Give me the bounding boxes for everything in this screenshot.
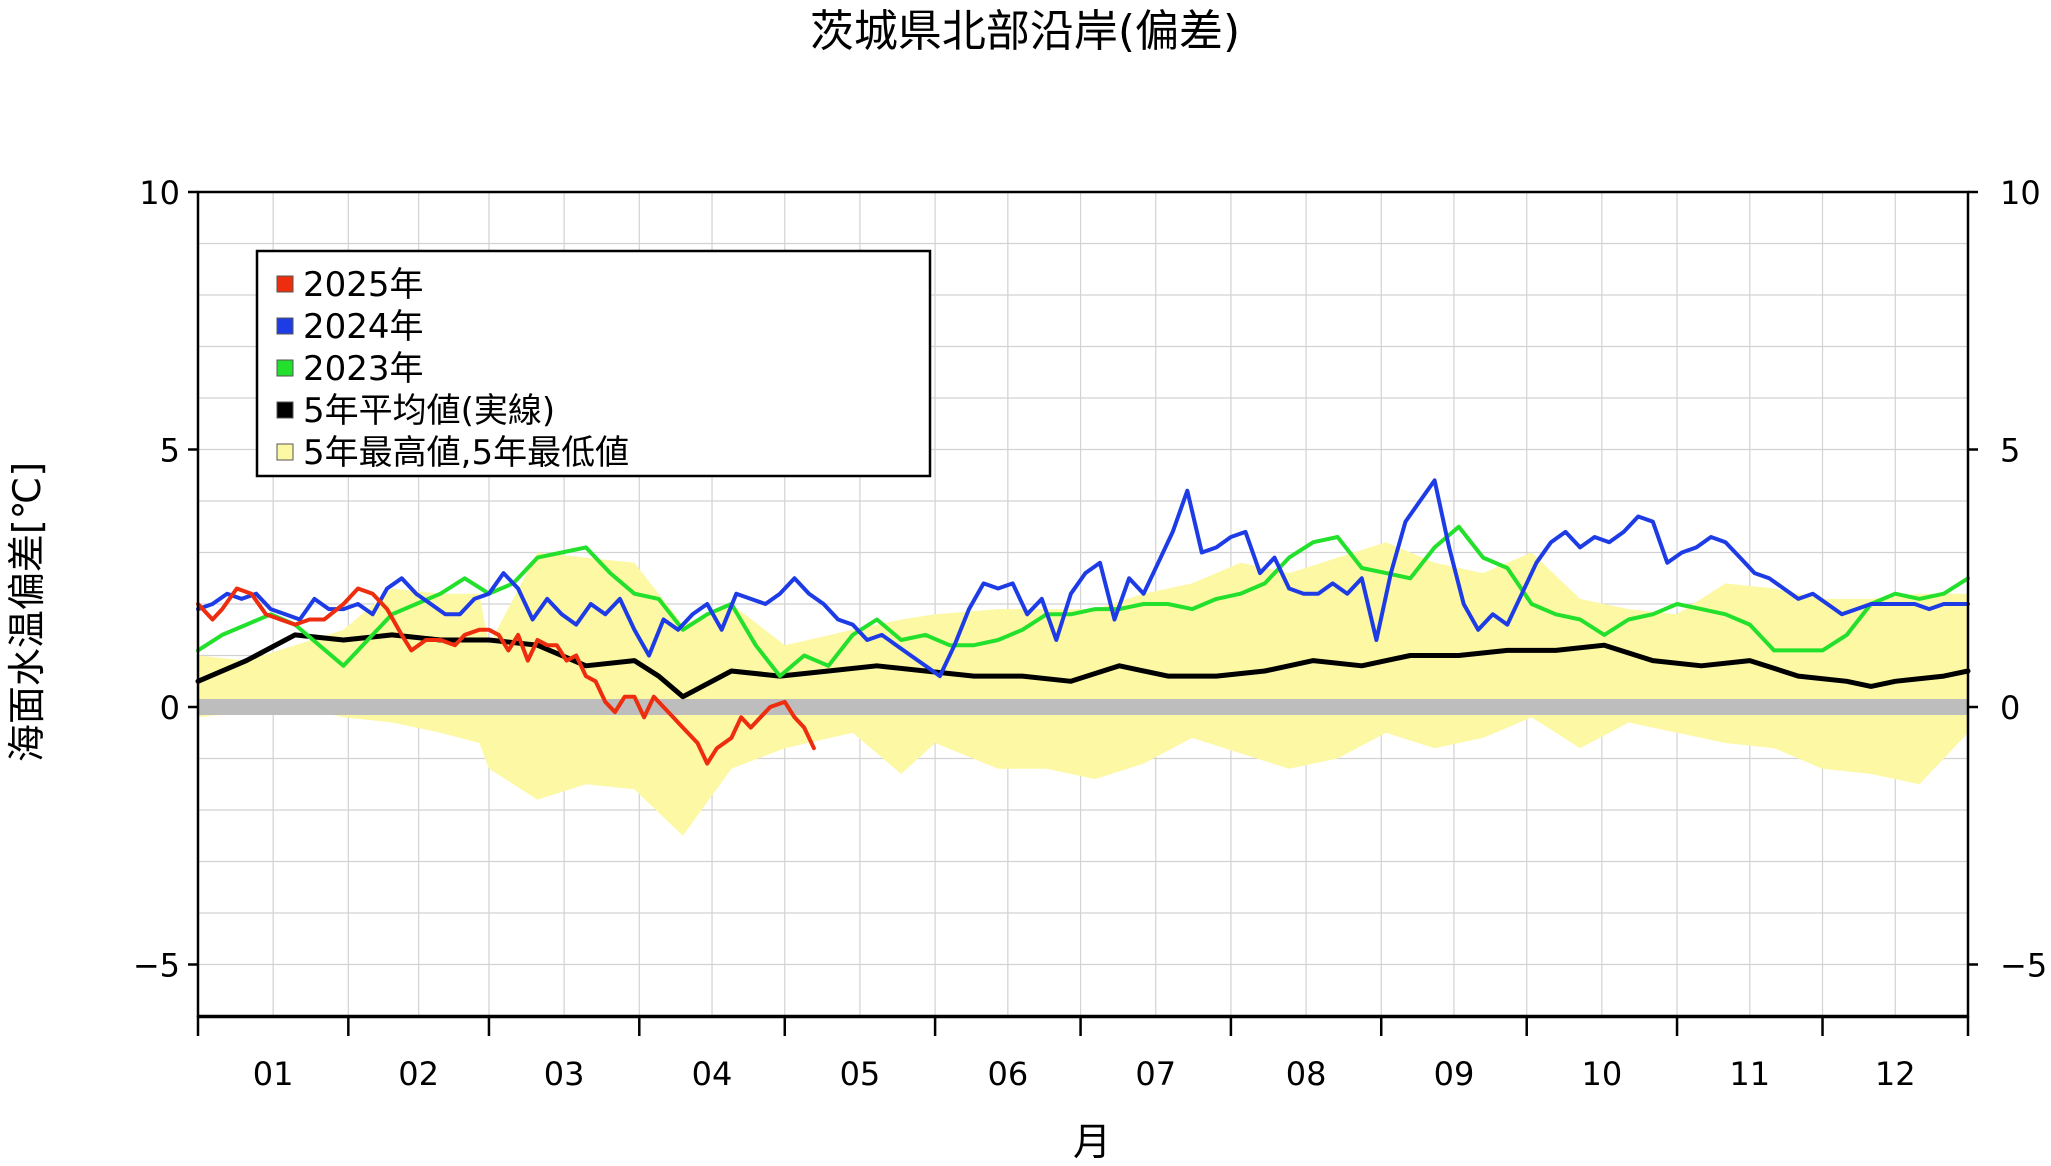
legend-box [255, 249, 932, 478]
y-tick-label-right: 10 [2000, 174, 2041, 212]
x-tick-label: 07 [1135, 1055, 1176, 1093]
x-tick-label: 11 [1729, 1055, 1770, 1093]
series-line [196, 478, 1970, 679]
y-tick-label-right: −5 [2000, 947, 2047, 985]
y-tick-label-left: 10 [139, 174, 180, 212]
legend-swatch [276, 443, 294, 461]
legend-label: 2024年 [303, 307, 424, 347]
legend-label: 2023年 [303, 349, 424, 389]
band-area [198, 542, 1968, 836]
legend-swatch [276, 401, 294, 419]
band-layer [198, 542, 1968, 836]
series-layer [195, 478, 1971, 766]
x-tick-label: 08 [1286, 1055, 1327, 1093]
x-tick-label: 04 [692, 1055, 733, 1093]
y-tick-label-left: 0 [160, 689, 180, 727]
legend-label: 2025年 [303, 265, 424, 305]
legend-label: 5年平均値(実線) [303, 391, 555, 431]
y-axis-label: 海面水温偏差[℃] [5, 462, 49, 762]
legend-label: 5年最高値,5年最低値 [303, 433, 629, 473]
legend-swatch [276, 317, 294, 335]
series-line [196, 524, 1970, 679]
x-tick-label: 01 [253, 1055, 294, 1093]
y-tick-label-left: 5 [160, 432, 180, 470]
x-tick-label: 02 [398, 1055, 439, 1093]
legend-swatch [276, 275, 294, 293]
chart-title: 茨城県北部沿岸(偏差) [810, 6, 1240, 57]
series-line [196, 586, 816, 766]
axes: 10 10 5 5 0 0 −5 −5 01 02 03 04 05 06 07 08 09 10 11 12 [133, 174, 2047, 1093]
y-tick-label-right: 5 [2000, 432, 2020, 470]
x-tick-label: 09 [1434, 1055, 1475, 1093]
x-tick-label: 10 [1582, 1055, 1623, 1093]
x-tick-label: 12 [1875, 1055, 1916, 1093]
y-tick-label-right: 0 [2000, 689, 2020, 727]
x-tick-label: 05 [840, 1055, 881, 1093]
x-tick-label: 03 [544, 1055, 585, 1093]
x-tick-label: 06 [987, 1055, 1028, 1093]
legend-swatch [276, 359, 294, 377]
x-axis-label: 月 [1073, 1120, 1111, 1164]
y-tick-label-left: −5 [133, 947, 180, 985]
